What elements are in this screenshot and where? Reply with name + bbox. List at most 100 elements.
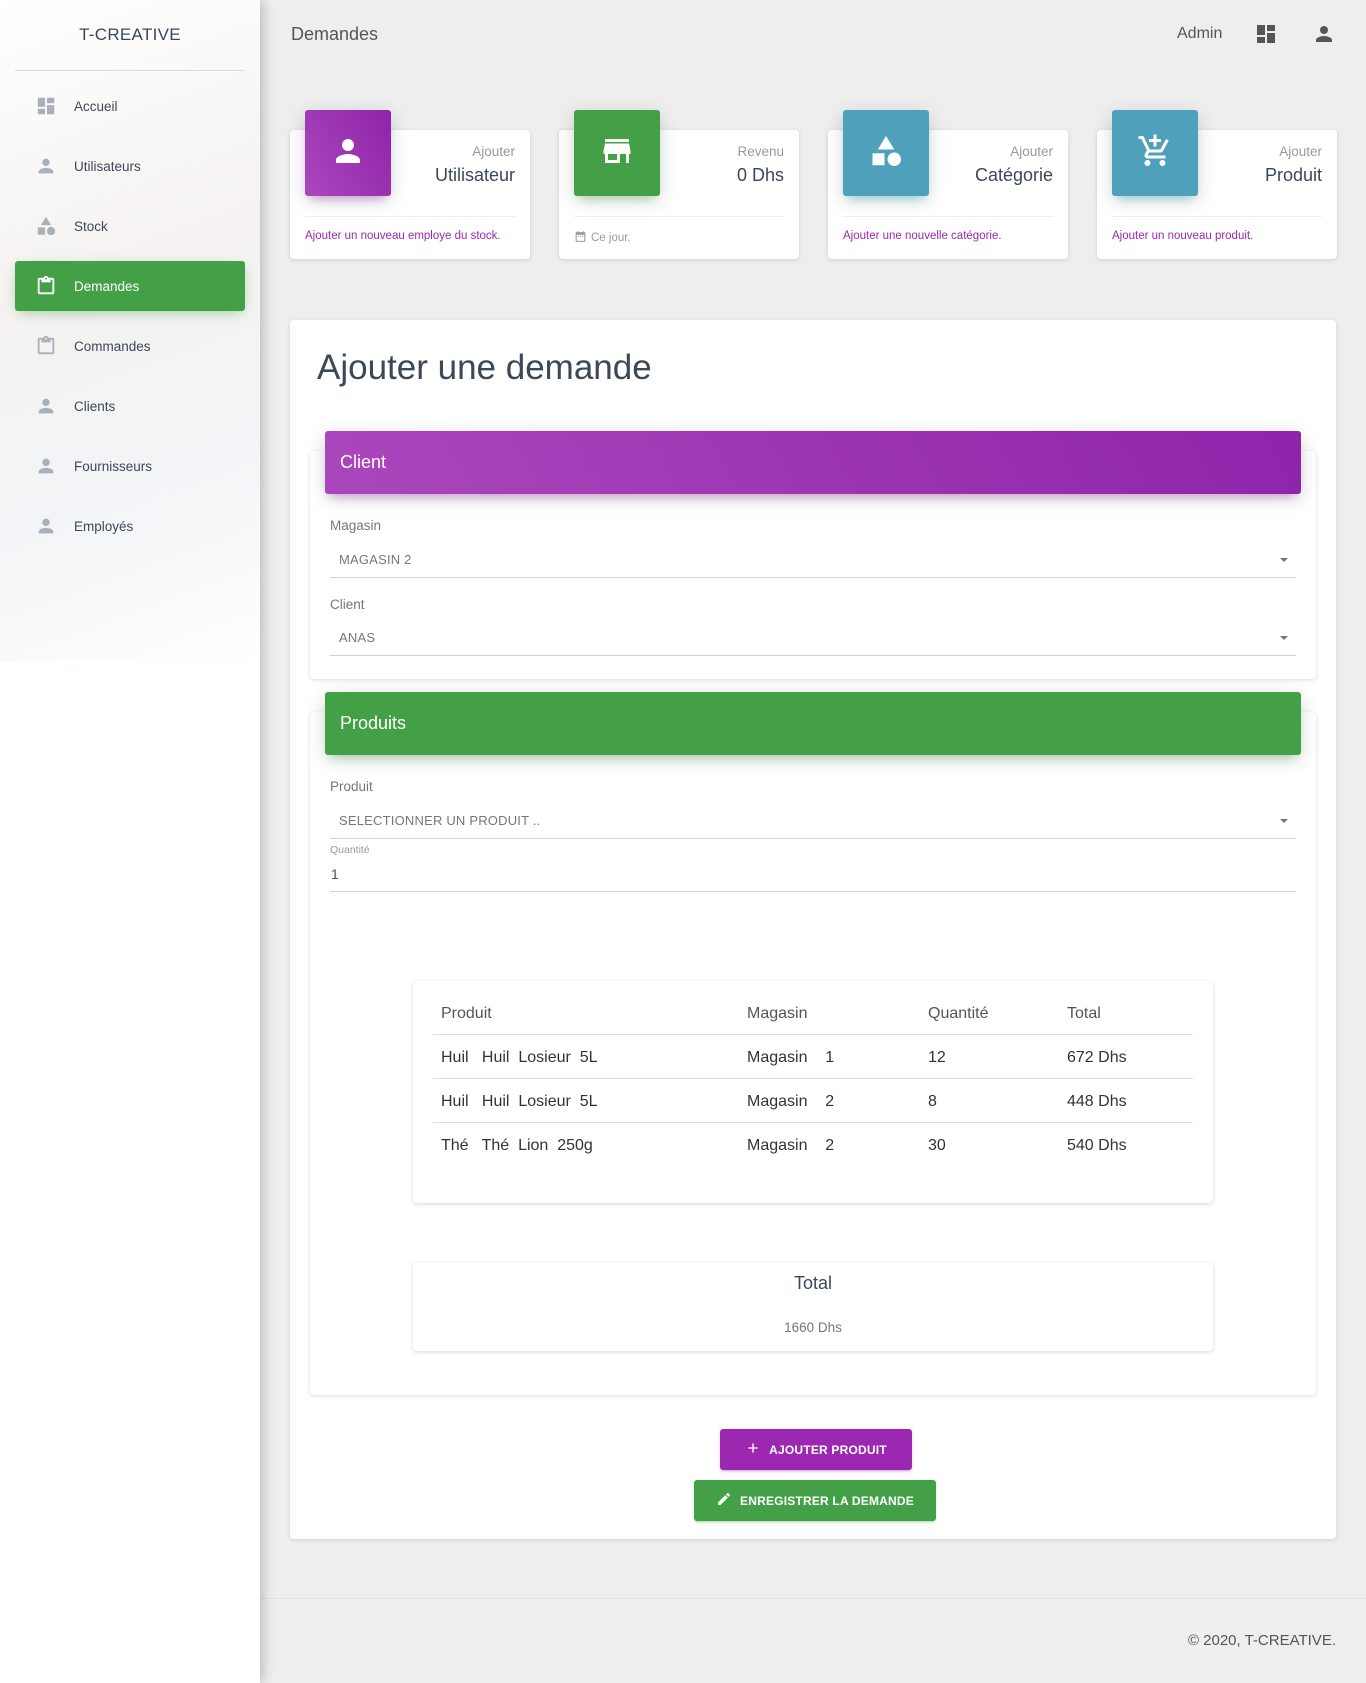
produit-label: Produit (330, 779, 373, 794)
category-icon (868, 133, 904, 174)
stat-card-produit[interactable]: Ajouter Produit Ajouter un nouveau produ… (1097, 110, 1337, 259)
stat-value: Utilisateur (434, 165, 515, 185)
sidebar: T-CREATIVE Accueil Utilisateurs Stock De… (0, 0, 260, 1683)
produits-table-card: Produit Magasin Quantité Total Huil Huil… (413, 981, 1213, 1203)
table-header-cell: Produit (441, 1005, 492, 1022)
stat-divider (574, 216, 784, 217)
stat-icon-box (843, 110, 929, 196)
table-row: Thé Thé Lion 250g Magasin 2 30 540 Dhs (433, 1123, 1193, 1167)
magasin-select-value: MAGASIN 2 (339, 552, 412, 567)
produits-section: Produits Produit SELECTIONNER UN PRODUIT… (310, 692, 1316, 1395)
stat-footer: Ce jour. (574, 230, 631, 246)
stat-category: Ajouter (1279, 144, 1322, 159)
sidebar-item-label: Demandes (74, 278, 140, 294)
stat-divider (843, 216, 1053, 217)
table-cell: 30 (928, 1137, 946, 1154)
table-cell: 12 (928, 1049, 946, 1066)
sidebar-item-label: Utilisateurs (74, 158, 141, 174)
add-product-button[interactable]: AJOUTER PRODUIT (720, 1429, 912, 1470)
person-icon (330, 133, 366, 174)
stat-card-revenu: Revenu 0 Dhs Ce jour. (559, 110, 799, 259)
sidebar-item-commandes[interactable]: Commandes (15, 321, 245, 371)
save-demande-label: ENREGISTRER LA DEMANDE (740, 1493, 914, 1508)
page-title[interactable]: Demandes (291, 24, 379, 44)
add-shopping-cart-icon (1137, 133, 1173, 174)
magasin-select[interactable]: MAGASIN 2 (330, 542, 1296, 578)
person-icon (35, 515, 57, 537)
stat-divider (1112, 216, 1322, 217)
person-icon[interactable] (1312, 22, 1336, 46)
table-cell: 540 Dhs (1067, 1137, 1127, 1154)
stat-footer-link[interactable]: Ajouter une nouvelle catégorie. (843, 230, 1002, 242)
demande-form-card: Ajouter une demande Client Magasin MAGAS… (290, 320, 1336, 1539)
table-cell: 448 Dhs (1067, 1093, 1127, 1110)
person-icon (35, 395, 57, 417)
category-icon (35, 215, 57, 237)
stat-icon-box (305, 110, 391, 196)
stat-card-categorie[interactable]: Ajouter Catégorie Ajouter une nouvelle c… (828, 110, 1068, 259)
edit-icon (716, 1491, 740, 1510)
brand-logo[interactable]: T-CREATIVE (79, 25, 181, 44)
table-header-cell: Quantité (928, 1005, 989, 1022)
stat-category: Ajouter (472, 144, 515, 159)
sidebar-item-label: Commandes (74, 338, 151, 354)
form-title: Ajouter une demande (317, 348, 652, 387)
sidebar-item-label: Employés (74, 518, 134, 534)
magasin-label: Magasin (330, 518, 382, 533)
stat-footer-text: Ajouter un nouveau employe du stock. (305, 230, 501, 242)
person-icon (35, 455, 57, 477)
quantite-label: Quantité (330, 844, 370, 856)
sidebar-item-accueil[interactable]: Accueil (15, 81, 245, 131)
sidebar-nav: Accueil Utilisateurs Stock Demandes Comm… (0, 81, 260, 551)
table-cell: Magasin 2 (747, 1093, 835, 1110)
sidebar-item-label: Accueil (74, 98, 118, 114)
total-value: 1660 Dhs (784, 1320, 842, 1335)
sidebar-item-demandes[interactable]: Demandes (15, 261, 245, 311)
table-cell: Huil Huil Losieur 5L (441, 1093, 598, 1110)
footer-copyright: © 2020, T-CREATIVE. (1187, 1632, 1336, 1649)
sidebar-item-employes[interactable]: Employés (15, 501, 245, 551)
admin-user-label[interactable]: Admin (1177, 25, 1223, 42)
stat-icon-box (574, 110, 660, 196)
sidebar-item-clients[interactable]: Clients (15, 381, 245, 431)
clipboard-icon (35, 335, 57, 357)
quantite-input[interactable]: 1 (330, 856, 1296, 892)
sidebar-item-fournisseurs[interactable]: Fournisseurs (15, 441, 245, 491)
stat-card-utilisateur[interactable]: Ajouter Utilisateur Ajouter un nouveau e… (290, 110, 530, 259)
table-cell: 8 (928, 1093, 937, 1110)
client-select[interactable]: ANAS (330, 620, 1296, 656)
stat-category: Revenu (737, 144, 784, 159)
chevron-down-icon (1280, 558, 1288, 562)
table-row: Huil Huil Losieur 5L Magasin 1 12 672 Dh… (433, 1035, 1193, 1079)
save-demande-button[interactable]: ENREGISTRER LA DEMANDE (694, 1480, 936, 1521)
dashboard-icon[interactable] (1254, 22, 1278, 46)
produit-select[interactable]: SELECTIONNER UN PRODUIT .. (330, 803, 1296, 839)
calendar-icon (574, 230, 591, 246)
client-select-value: ANAS (339, 630, 376, 645)
plus-icon (745, 1440, 769, 1459)
chevron-down-icon (1280, 819, 1288, 823)
person-icon (35, 155, 57, 177)
brand-divider (15, 70, 245, 71)
stat-value: Catégorie (974, 165, 1053, 185)
top-navbar: Demandes Admin (260, 0, 1366, 70)
stat-divider (305, 216, 515, 217)
stat-category: Ajouter (1010, 144, 1053, 159)
chevron-down-icon (1280, 636, 1288, 640)
footer-divider (260, 1598, 1366, 1599)
stat-footer-link[interactable]: Ajouter un nouveau produit. (1112, 230, 1253, 242)
sidebar-item-stock[interactable]: Stock (15, 201, 245, 251)
stat-footer-text: Ajouter un nouveau produit. (1112, 230, 1254, 242)
sidebar-item-label: Fournisseurs (74, 458, 153, 474)
stat-footer-link[interactable]: Ajouter un nouveau employe du stock. (305, 230, 501, 242)
client-label: Client (330, 597, 365, 612)
table-cell: Huil Huil Losieur 5L (441, 1049, 598, 1066)
client-section: Client Magasin MAGASIN 2 Client ANAS (310, 431, 1316, 679)
total-card: Total 1660 Dhs (413, 1263, 1213, 1351)
table-cell: 672 Dhs (1067, 1049, 1127, 1066)
stat-value: Produit (1264, 165, 1322, 185)
stat-footer-text: Ce jour. (591, 232, 631, 244)
sidebar-item-utilisateurs[interactable]: Utilisateurs (15, 141, 245, 191)
add-product-label: AJOUTER PRODUIT (769, 1442, 887, 1457)
table-cell: Magasin 2 (747, 1137, 835, 1154)
